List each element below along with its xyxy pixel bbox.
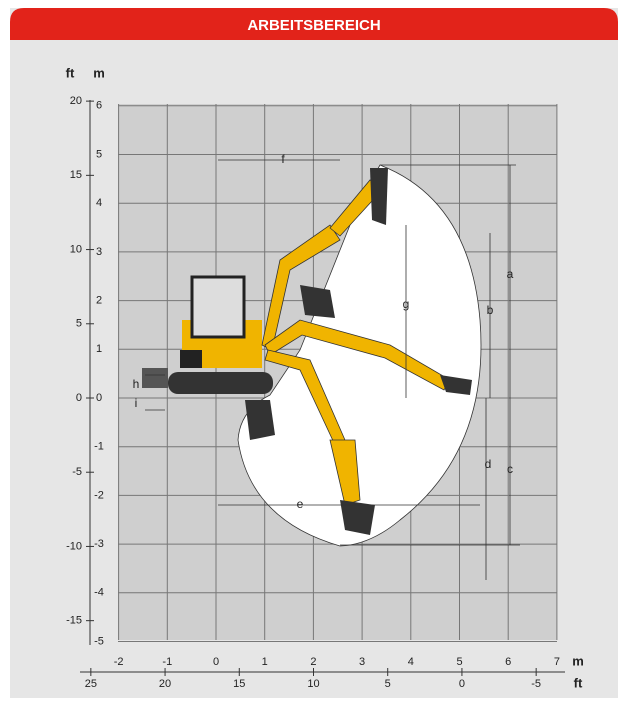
dim-label: i <box>135 396 138 410</box>
header-title: ARBEITSBEREICH <box>247 17 380 34</box>
x-tick-label: 5 <box>456 656 462 668</box>
y-tick-label: 5 <box>96 148 102 160</box>
y-tick-label: 10 <box>70 243 82 255</box>
y-tick-label: -1 <box>94 441 104 453</box>
x-tick-label: 5 <box>385 678 391 690</box>
dim-label: c <box>507 462 513 476</box>
y-tick-label: 6 <box>96 100 102 112</box>
y-tick-label: 2 <box>96 295 102 307</box>
x-tick-label: 0 <box>459 678 465 690</box>
x-tick-label: 2 <box>310 656 316 668</box>
y-tick-label: -2 <box>94 489 104 501</box>
dim-label: h <box>133 377 140 391</box>
dim-label: g <box>403 297 410 311</box>
y-tick-label: -10 <box>66 540 82 552</box>
y-tick-label: 3 <box>96 246 102 258</box>
dim-label: d <box>485 457 492 471</box>
y-tick-label: 1 <box>96 343 102 355</box>
y-tick-label: -3 <box>94 538 104 550</box>
y-tick-label: 15 <box>70 169 82 181</box>
x-tick-label: 15 <box>233 678 245 690</box>
x-tick-label: 4 <box>408 656 414 668</box>
header-bar <box>10 8 618 40</box>
dimension-lines <box>145 159 520 580</box>
y-tick-label: 5 <box>76 318 82 330</box>
bucket-in <box>300 285 335 318</box>
arm-down <box>329 439 361 506</box>
engine <box>180 350 202 368</box>
dim-label: a <box>507 267 514 281</box>
axis-unit: ft <box>574 675 583 690</box>
y-tick-label: -15 <box>66 615 82 627</box>
boom-mid <box>264 319 451 391</box>
blade <box>142 368 168 388</box>
x-tick-label: 0 <box>213 656 219 668</box>
y-tick-label: 0 <box>96 392 102 404</box>
bucket-back <box>245 400 275 440</box>
y-tick-label: 20 <box>70 95 82 107</box>
axis-unit: ft <box>66 65 75 80</box>
y-tick-label: 4 <box>96 197 102 209</box>
axis-unit: m <box>572 653 584 668</box>
x-tick-label: 1 <box>262 656 268 668</box>
x-tick-label: 7 <box>554 656 560 668</box>
y-tick-label: -5 <box>94 635 104 647</box>
y-tick-label: -4 <box>94 587 104 599</box>
y-tick-label: -5 <box>72 466 82 478</box>
x-tick-label: 3 <box>359 656 365 668</box>
dim-label: e <box>297 497 304 511</box>
y-tick-label: 0 <box>76 392 82 404</box>
x-tick-label: -5 <box>531 678 541 690</box>
bucket-down <box>340 500 375 535</box>
x-tick-label: 10 <box>307 678 319 690</box>
track <box>168 372 273 394</box>
dim-label: b <box>487 303 494 317</box>
axis-unit: m <box>93 65 105 80</box>
x-tick-label: 6 <box>505 656 511 668</box>
dim-label: f <box>281 152 285 166</box>
bucket-up <box>370 168 388 225</box>
x-tick-label: -1 <box>162 656 172 668</box>
excavator <box>142 168 472 535</box>
x-tick-label: -2 <box>114 656 124 668</box>
cab <box>190 275 246 339</box>
x-tick-label: 20 <box>159 678 171 690</box>
working-envelope <box>237 164 482 547</box>
bucket-mid <box>440 375 472 395</box>
x-tick-label: 25 <box>85 678 97 690</box>
